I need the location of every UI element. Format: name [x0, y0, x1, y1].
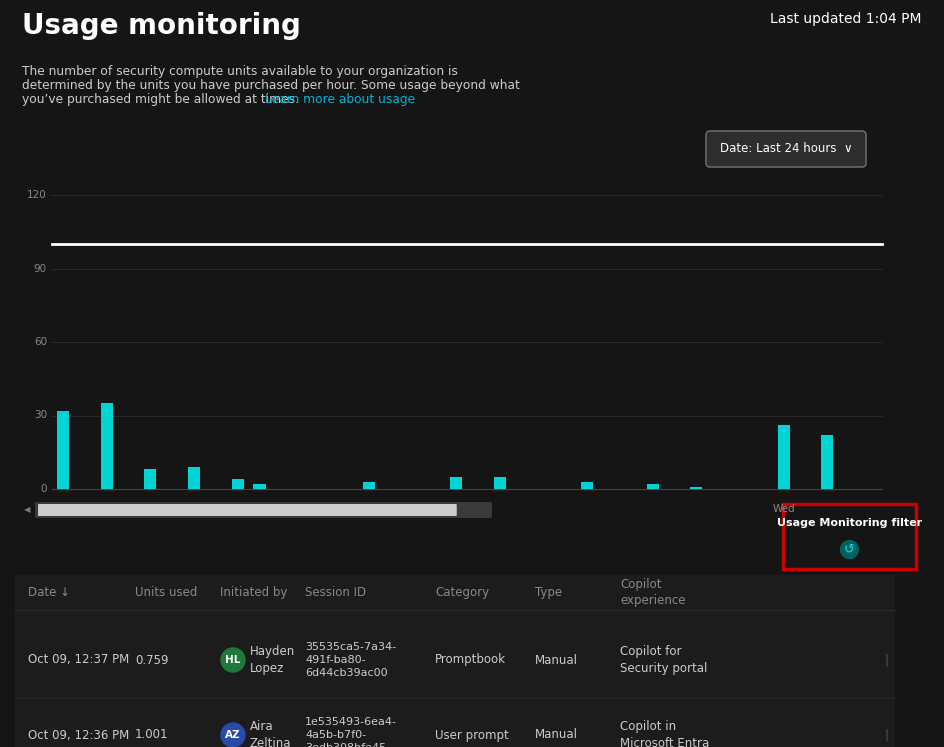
Circle shape — [839, 541, 857, 559]
Text: Oct 09, 12:37 PM: Oct 09, 12:37 PM — [28, 654, 129, 666]
Text: 60: 60 — [34, 337, 47, 347]
Text: 0: 0 — [41, 484, 47, 494]
Text: ◀: ◀ — [24, 506, 30, 515]
Text: you’ve purchased might be allowed at times.: you’ve purchased might be allowed at tim… — [22, 93, 298, 106]
Text: Hayden
Lopez: Hayden Lopez — [250, 645, 295, 675]
Text: Aira
Zeltina: Aira Zeltina — [250, 720, 291, 747]
Bar — [188, 467, 200, 489]
Text: Learn more about usage: Learn more about usage — [264, 93, 414, 106]
Text: 120: 120 — [27, 190, 47, 200]
Text: Initiated by: Initiated by — [220, 586, 287, 599]
Text: |: | — [885, 654, 888, 666]
Text: ↺: ↺ — [843, 542, 853, 556]
FancyBboxPatch shape — [15, 575, 894, 747]
FancyBboxPatch shape — [38, 504, 456, 516]
FancyBboxPatch shape — [705, 131, 865, 167]
Bar — [449, 477, 462, 489]
Text: Oct 09, 12:36 PM: Oct 09, 12:36 PM — [28, 728, 129, 742]
Text: AZ: AZ — [225, 730, 241, 740]
Text: Copilot for
Security portal: Copilot for Security portal — [619, 645, 707, 675]
Bar — [777, 425, 789, 489]
Text: Date: Last 24 hours  ∨: Date: Last 24 hours ∨ — [719, 143, 851, 155]
Text: Manual: Manual — [534, 654, 578, 666]
Text: Copilot in
Microsoft Entra: Copilot in Microsoft Entra — [619, 720, 709, 747]
Text: Wed: Wed — [771, 504, 794, 514]
Text: determined by the units you have purchased per hour. Some usage beyond what: determined by the units you have purchas… — [22, 79, 519, 92]
Text: Manual: Manual — [534, 728, 578, 742]
Text: 0.759: 0.759 — [135, 654, 168, 666]
FancyBboxPatch shape — [35, 502, 492, 518]
Text: Type: Type — [534, 586, 562, 599]
FancyBboxPatch shape — [783, 504, 915, 569]
Text: |: | — [885, 728, 888, 742]
Text: 90: 90 — [34, 264, 47, 273]
Bar — [57, 411, 69, 489]
Bar — [820, 435, 833, 489]
FancyBboxPatch shape — [15, 575, 894, 610]
Text: The number of security compute units available to your organization is: The number of security compute units ava… — [22, 65, 458, 78]
Text: Date ↓: Date ↓ — [28, 586, 70, 599]
Text: 1.001: 1.001 — [135, 728, 168, 742]
Text: Session ID: Session ID — [305, 586, 365, 599]
Text: Copilot
experience: Copilot experience — [619, 578, 684, 607]
Text: 1e535493-6ea4-
4a5b-b7f0-
3edb308bfe45: 1e535493-6ea4- 4a5b-b7f0- 3edb308bfe45 — [305, 717, 396, 747]
Circle shape — [221, 648, 244, 672]
Text: Usage Monitoring filter: Usage Monitoring filter — [776, 518, 921, 528]
Bar — [253, 484, 265, 489]
Text: HL: HL — [225, 655, 241, 665]
Bar — [581, 482, 593, 489]
Text: 30: 30 — [34, 411, 47, 421]
Bar — [144, 469, 156, 489]
Bar — [690, 486, 701, 489]
Bar — [646, 484, 658, 489]
Bar — [493, 477, 505, 489]
Circle shape — [221, 723, 244, 747]
Text: Last updated 1:04 PM: Last updated 1:04 PM — [769, 12, 921, 26]
Bar — [100, 403, 112, 489]
Text: Usage monitoring: Usage monitoring — [22, 12, 300, 40]
Text: User prompt: User prompt — [434, 728, 508, 742]
Text: 35535ca5-7a34-
491f-ba80-
6d44cb39ac00: 35535ca5-7a34- 491f-ba80- 6d44cb39ac00 — [305, 642, 396, 678]
Text: Category: Category — [434, 586, 489, 599]
Bar — [231, 479, 244, 489]
Bar — [362, 482, 375, 489]
Text: Units used: Units used — [135, 586, 197, 599]
Text: Promptbook: Promptbook — [434, 654, 505, 666]
